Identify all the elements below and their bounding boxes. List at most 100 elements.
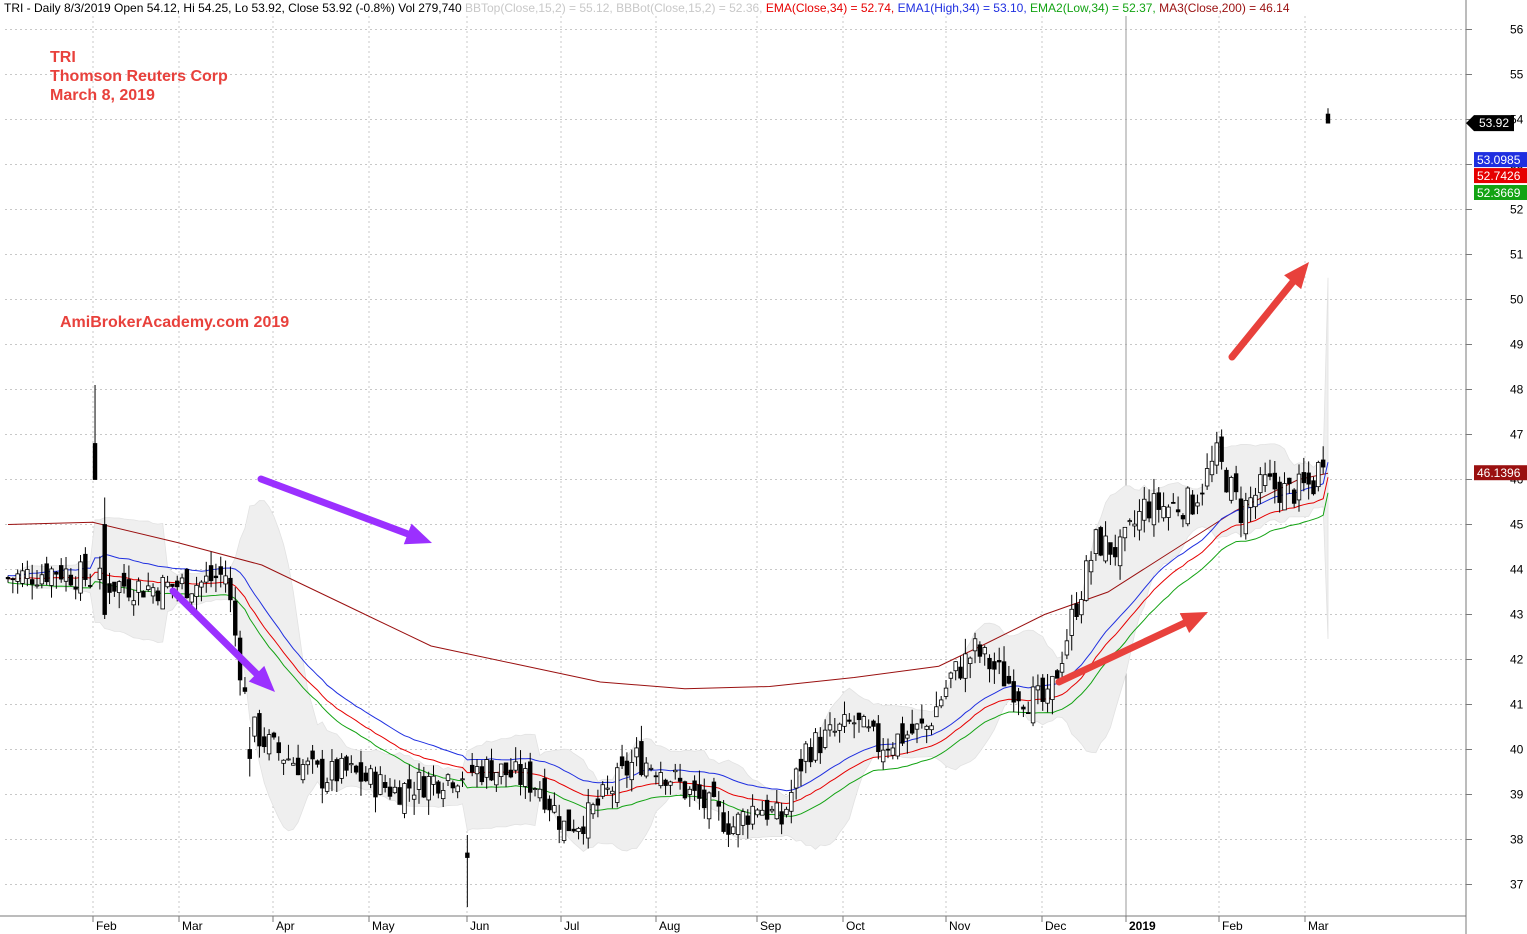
candle-body	[1117, 536, 1123, 567]
candle-body	[992, 661, 997, 670]
candle-body	[764, 799, 770, 820]
candle	[1190, 490, 1195, 515]
candle-body	[929, 725, 934, 731]
candle-body	[885, 748, 891, 751]
candle	[803, 741, 809, 774]
candle	[590, 802, 596, 819]
candle-body	[73, 586, 78, 590]
candle-body	[1296, 473, 1302, 501]
candle-body	[557, 816, 562, 830]
price-tag: 52.3669	[1474, 184, 1527, 200]
candle-body	[223, 575, 228, 585]
candle-body	[876, 723, 881, 753]
candle-body	[1190, 494, 1195, 515]
candle-body	[421, 776, 427, 798]
candle	[204, 561, 209, 593]
candle	[353, 764, 359, 775]
header-bbbot: BBBot(Close,15,2) = 52.36,	[616, 1, 763, 15]
candle-body	[479, 766, 485, 783]
candle-body	[600, 784, 605, 797]
candle-body	[919, 718, 925, 724]
candle	[305, 757, 310, 775]
candle	[121, 564, 127, 594]
candle	[687, 786, 692, 807]
candle-body	[731, 826, 736, 834]
candle-body	[997, 660, 1002, 663]
candle-body	[523, 768, 528, 787]
candle-body	[484, 759, 489, 778]
candle	[382, 774, 388, 793]
candle	[615, 762, 620, 808]
candle-body	[581, 826, 586, 835]
candle-body	[735, 813, 741, 835]
candle-body	[943, 687, 949, 697]
candle	[136, 577, 141, 606]
candle-body	[1006, 675, 1012, 684]
candle-body	[5, 577, 11, 580]
candle-body	[813, 732, 818, 761]
arrow-down-1	[257, 475, 432, 545]
candle	[194, 576, 199, 611]
candle-body	[353, 765, 359, 773]
candle-body	[711, 781, 717, 797]
y-tick-label: 45	[1510, 518, 1524, 532]
price-tag: 53.92	[1466, 115, 1514, 132]
candle	[291, 757, 296, 766]
candle	[324, 777, 330, 794]
candle	[329, 749, 335, 792]
candle	[407, 764, 412, 802]
candle-body	[1171, 501, 1176, 504]
y-tick-label: 50	[1510, 293, 1524, 307]
candle	[373, 766, 378, 813]
price-tag-label: 53.92	[1479, 116, 1509, 130]
candle	[958, 656, 963, 680]
candle-body	[15, 573, 20, 582]
candle	[146, 572, 151, 592]
candle-body	[363, 772, 369, 782]
candle	[837, 722, 842, 743]
candle	[663, 778, 668, 795]
candle-body	[373, 771, 378, 798]
candle-body	[474, 766, 480, 775]
candle	[286, 744, 291, 761]
candle-body	[179, 577, 185, 585]
candle-body	[566, 809, 572, 832]
x-tick-label: Aug	[659, 919, 680, 933]
candle	[644, 757, 649, 779]
candle-body	[329, 761, 335, 781]
candle-body	[305, 760, 310, 766]
candle-body	[344, 756, 349, 771]
y-tick-label: 40	[1510, 743, 1524, 757]
candle-body	[1258, 474, 1263, 494]
candle-body	[798, 758, 804, 772]
candle	[107, 572, 112, 605]
candle-body	[1272, 472, 1278, 490]
candle	[503, 762, 509, 788]
candle	[576, 826, 581, 840]
x-tick-label: Dec	[1045, 919, 1066, 933]
candle	[682, 780, 688, 800]
candle	[769, 805, 775, 814]
candle	[1045, 674, 1050, 713]
candle	[1088, 551, 1094, 585]
candle	[774, 790, 779, 820]
candle-body	[92, 443, 98, 480]
candle-body	[653, 775, 659, 778]
candle-body	[634, 747, 639, 758]
candle-body	[10, 578, 16, 581]
candle	[1026, 701, 1031, 715]
candle	[876, 715, 881, 760]
candle	[233, 587, 238, 647]
candle-body	[257, 713, 262, 747]
candle-body	[1069, 608, 1074, 636]
price-tag-box	[1466, 115, 1514, 132]
candle	[1161, 492, 1166, 522]
candle-body	[131, 600, 136, 606]
candle	[1093, 528, 1099, 561]
candle-body	[1137, 511, 1142, 531]
candle	[586, 788, 591, 849]
candle-body	[1238, 498, 1244, 523]
candle-body	[1079, 599, 1084, 616]
candle-body	[1064, 640, 1070, 656]
